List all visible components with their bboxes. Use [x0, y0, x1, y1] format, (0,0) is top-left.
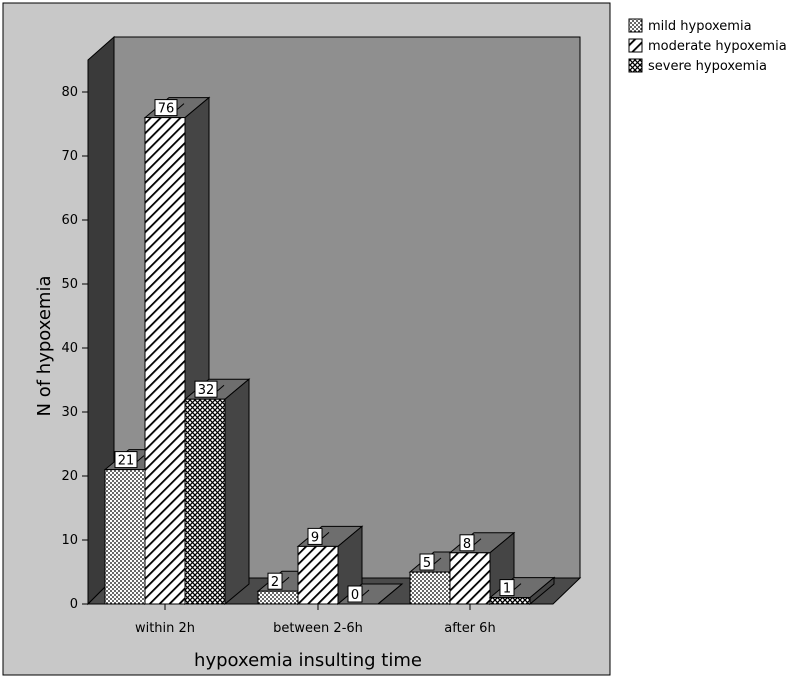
y-tick-label: 80 — [61, 85, 78, 100]
data-label-box — [419, 553, 435, 571]
data-label: 5 — [419, 553, 442, 571]
x-tick-label: after 6h — [444, 621, 495, 636]
bar-front-face — [489, 597, 531, 605]
data-label-text: 1 — [503, 582, 511, 597]
data-label-leader — [473, 538, 482, 546]
data-label: 76 — [154, 99, 185, 117]
y-tick-label: 70 — [61, 149, 78, 164]
data-label-text: 0 — [351, 588, 359, 603]
x-tick-label: within 2h — [135, 621, 195, 636]
legend-swatch — [628, 38, 643, 53]
bar-front-face — [409, 571, 451, 605]
legend: mild hypoxemia moderate hypoxemia severe h… — [628, 18, 787, 74]
data-label-leader — [321, 532, 330, 539]
legend-label: severe hypoxemia — [648, 59, 767, 74]
bar-front-face — [297, 545, 339, 605]
x-axis: within 2h between 2-6h after 6h — [88, 603, 553, 636]
data-label-text: 9 — [311, 530, 319, 545]
data-label-box — [267, 572, 283, 590]
bar-front-face — [144, 117, 186, 605]
bar: 32 — [183, 378, 251, 606]
x-axis-title: hypoxemia insulting time — [194, 650, 422, 671]
data-label-box — [347, 585, 363, 603]
data-label-text: 8 — [463, 537, 471, 552]
legend-item: moderate hypoxemia — [628, 38, 787, 54]
legend-label: moderate hypoxemia — [648, 39, 787, 54]
data-label-text: 76 — [158, 102, 175, 117]
data-label-leader — [281, 576, 290, 584]
data-label-leader — [216, 384, 225, 392]
legend-swatch — [628, 18, 643, 33]
data-label-box — [154, 99, 178, 117]
data-label-box — [194, 380, 218, 398]
data-label-text: 5 — [423, 556, 431, 571]
y-tick-label: 10 — [61, 533, 78, 548]
bars: 21 76 32 2 9 0 5 8 1 — [103, 96, 556, 606]
y-tick-label: 0 — [70, 597, 78, 612]
data-label-box — [499, 579, 515, 597]
data-label-box — [459, 534, 475, 552]
y-axis-title: N of hypoxemia — [34, 276, 55, 417]
data-label: 21 — [114, 451, 145, 469]
data-label-text: 2 — [271, 575, 279, 590]
y-tick-label: 40 — [61, 341, 78, 356]
bar-front-face — [184, 398, 226, 605]
legend-item: severe hypoxemia — [628, 58, 767, 74]
x-tick-label: between 2-6h — [273, 621, 363, 636]
data-label-leader — [433, 557, 442, 565]
data-label-text: 21 — [118, 454, 135, 469]
bar-front-face — [449, 552, 491, 605]
data-label-leader — [361, 589, 370, 597]
y-tick-label: 30 — [61, 405, 78, 420]
bar-front-face — [257, 590, 299, 605]
bar-side-face — [224, 378, 250, 606]
bar-side-face — [377, 583, 403, 605]
data-label: 8 — [459, 534, 482, 552]
y-tick-label: 60 — [61, 213, 78, 228]
data-label-text: 32 — [198, 383, 215, 398]
data-label: 32 — [194, 380, 225, 398]
bar: 9 — [296, 525, 364, 606]
data-label: 2 — [267, 572, 290, 590]
y-tick-label: 50 — [61, 277, 78, 292]
data-label-leader — [513, 583, 522, 590]
data-label-box — [114, 451, 138, 469]
data-label-box — [307, 527, 323, 545]
legend-label: mild hypoxemia — [648, 19, 752, 34]
y-axis: 0 10 20 30 40 50 60 70 80 — [61, 60, 89, 612]
data-label-leader — [176, 103, 185, 110]
data-label: 9 — [307, 527, 330, 545]
bar-front-face — [104, 469, 146, 605]
legend-item: mild hypoxemia — [628, 18, 752, 34]
data-label-leader — [136, 455, 145, 462]
legend-swatch — [628, 58, 643, 73]
data-label: 1 — [499, 579, 522, 597]
y-tick-label: 20 — [61, 469, 78, 484]
data-label: 0 — [347, 585, 370, 603]
